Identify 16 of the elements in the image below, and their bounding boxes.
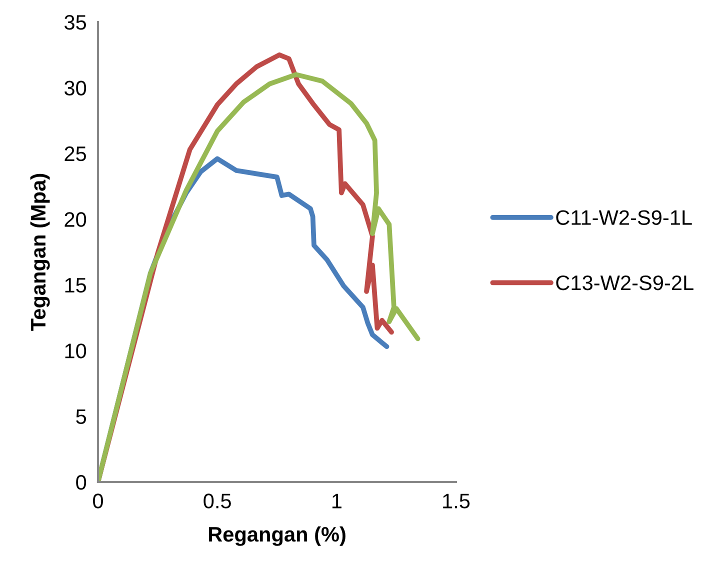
x-tick-label: 1 [332, 494, 342, 508]
x-tick-label: 0.5 [204, 494, 231, 508]
y-tick-label: 20 [64, 212, 86, 227]
x-tick-label: 1.5 [443, 494, 470, 508]
legend-label: C13-W2-S9-2L [556, 275, 694, 290]
x-tick-label: 0 [93, 494, 103, 508]
y-tick-label: 15 [65, 278, 86, 293]
y-tick-label: 10 [65, 344, 86, 358]
y-tick-label: 35 [64, 15, 86, 30]
y-tick-label: 30 [64, 80, 86, 96]
y-tick-label: 5 [76, 410, 86, 424]
y-axis-title: Tegangan (Mpa) [30, 174, 50, 331]
x-axis-title: Regangan (%) [208, 526, 346, 546]
legend-label: C11-W2-S9-1L [556, 210, 692, 225]
y-tick-label: 0 [76, 475, 86, 490]
y-tick-label: 25 [64, 146, 86, 162]
